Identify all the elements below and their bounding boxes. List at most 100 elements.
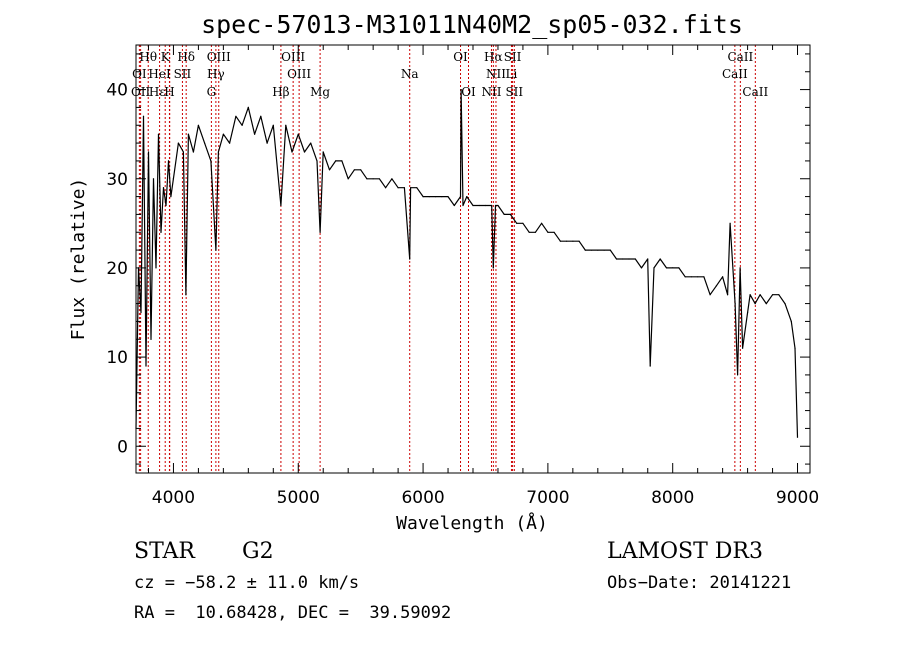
- line-label-0-4: OIII: [281, 50, 305, 64]
- x-tick-label-2: 6000: [401, 488, 444, 508]
- data-point-0-97: [628, 258, 630, 260]
- data-point-0-93: [603, 249, 605, 251]
- data-point-0-53: [385, 187, 387, 189]
- data-point-0-117: [737, 374, 739, 376]
- line-label-1-6: NII: [486, 67, 506, 81]
- line-label-2-4: Hβ: [272, 85, 289, 99]
- data-point-0-60: [422, 196, 424, 198]
- data-point-0-108: [690, 276, 693, 278]
- data-point-0-38: [297, 133, 299, 135]
- chart-title: spec-57013-M31011N40M2_sp05-032.fits: [201, 10, 743, 39]
- line-label-1-0: OI: [132, 67, 147, 81]
- data-point-0-27: [229, 142, 231, 144]
- data-point-0-127: [784, 303, 786, 305]
- x-tick-label-1: 5000: [277, 488, 320, 508]
- data-point-0-2: [140, 311, 142, 314]
- data-point-0-63: [441, 196, 443, 198]
- data-point-0-33: [266, 142, 268, 144]
- data-point-0-79: [516, 222, 518, 224]
- observation-date: Obs−Date: 20141221: [607, 573, 792, 593]
- line-label-1-7: Li: [506, 67, 518, 81]
- data-point-0-86: [559, 240, 562, 242]
- x-tick-label-0: 4000: [152, 488, 195, 508]
- data-point-0-118: [739, 267, 741, 269]
- y-axis-label: Flux (relative): [68, 178, 89, 341]
- data-point-0-34: [272, 124, 274, 126]
- data-point-0-37: [291, 151, 293, 153]
- data-point-0-121: [749, 294, 751, 296]
- y-tick-label-3: 30: [106, 170, 128, 190]
- data-point-0-111: [709, 294, 711, 296]
- data-point-0-14: [170, 196, 172, 198]
- x-axis-label: Wavelength (Å): [396, 512, 548, 534]
- redshift-cz: cz = −58.2 ± 11.0 km/s: [134, 573, 360, 593]
- data-point-0-35: [280, 204, 282, 207]
- data-point-0-5: [147, 151, 150, 153]
- data-point-0-18: [185, 294, 187, 296]
- data-point-0-26: [222, 133, 224, 135]
- spectrum-series: [135, 88, 799, 438]
- data-point-0-57: [409, 258, 411, 260]
- data-point-0-24: [215, 249, 217, 251]
- line-label-1-1: HeI: [148, 67, 171, 81]
- x-tick-label-5: 9000: [776, 488, 819, 508]
- data-point-0-28: [235, 115, 237, 117]
- data-point-0-16: [177, 142, 179, 144]
- data-point-0-4: [145, 365, 147, 367]
- data-point-0-40: [310, 142, 312, 144]
- line-label-0-2: Hδ: [177, 50, 195, 64]
- data-point-0-103: [659, 258, 661, 260]
- data-point-0-104: [665, 267, 668, 269]
- data-point-0-45: [335, 160, 337, 162]
- data-point-0-21: [197, 124, 199, 126]
- data-point-0-9: [157, 133, 160, 135]
- star-subclass: G2: [242, 539, 274, 564]
- data-point-0-67: [460, 89, 462, 91]
- data-point-0-10: [160, 231, 162, 233]
- star-class: STAR: [134, 539, 195, 564]
- data-point-0-89: [578, 240, 580, 242]
- data-point-0-22: [204, 142, 206, 144]
- line-label-0-5: OI: [453, 50, 468, 64]
- line-label-2-0: OII: [131, 85, 151, 99]
- data-point-0-114: [727, 294, 729, 296]
- data-point-0-98: [634, 258, 636, 260]
- data-point-0-51: [372, 178, 374, 180]
- line-label-2-6: OI: [461, 85, 476, 99]
- x-tick-label-4: 8000: [651, 488, 694, 508]
- y-tick-label-4: 40: [106, 81, 128, 101]
- line-label-2-9: CaII: [742, 85, 768, 99]
- line-label-2-2: H: [164, 85, 174, 99]
- data-point-0-119: [742, 347, 744, 349]
- data-point-0-126: [778, 294, 780, 296]
- data-point-0-69: [466, 196, 468, 198]
- data-point-0-101: [649, 365, 651, 367]
- data-point-0-74: [492, 267, 494, 269]
- data-point-0-102: [653, 267, 655, 269]
- line-label-1-4: OIII: [287, 67, 311, 81]
- data-point-0-30: [247, 106, 249, 108]
- data-point-0-41: [316, 160, 318, 162]
- data-point-0-46: [341, 160, 343, 162]
- data-point-0-55: [397, 187, 399, 189]
- line-label-2-3: G: [207, 85, 217, 99]
- data-point-0-110: [703, 276, 705, 278]
- data-point-0-71: [478, 204, 480, 207]
- data-point-0-29: [241, 124, 243, 126]
- data-point-0-56: [403, 187, 405, 189]
- data-point-0-39: [303, 151, 306, 153]
- data-point-0-125: [772, 294, 774, 296]
- data-point-0-88: [572, 240, 574, 242]
- data-point-0-123: [759, 294, 761, 296]
- data-point-0-6: [150, 338, 152, 340]
- coordinates: RA = 10.68428, DEC = 39.59092: [134, 603, 452, 623]
- data-point-0-17: [182, 151, 184, 153]
- line-label-1-5: Na: [401, 67, 419, 81]
- data-point-0-96: [622, 258, 624, 260]
- data-point-0-48: [353, 169, 355, 171]
- line-label-2-1: Hε: [149, 85, 166, 99]
- axis-ticks: 4000 5000 6000 7000 8000 9000 0 10 20 30 40: [106, 45, 819, 508]
- data-point-0-99: [640, 267, 643, 269]
